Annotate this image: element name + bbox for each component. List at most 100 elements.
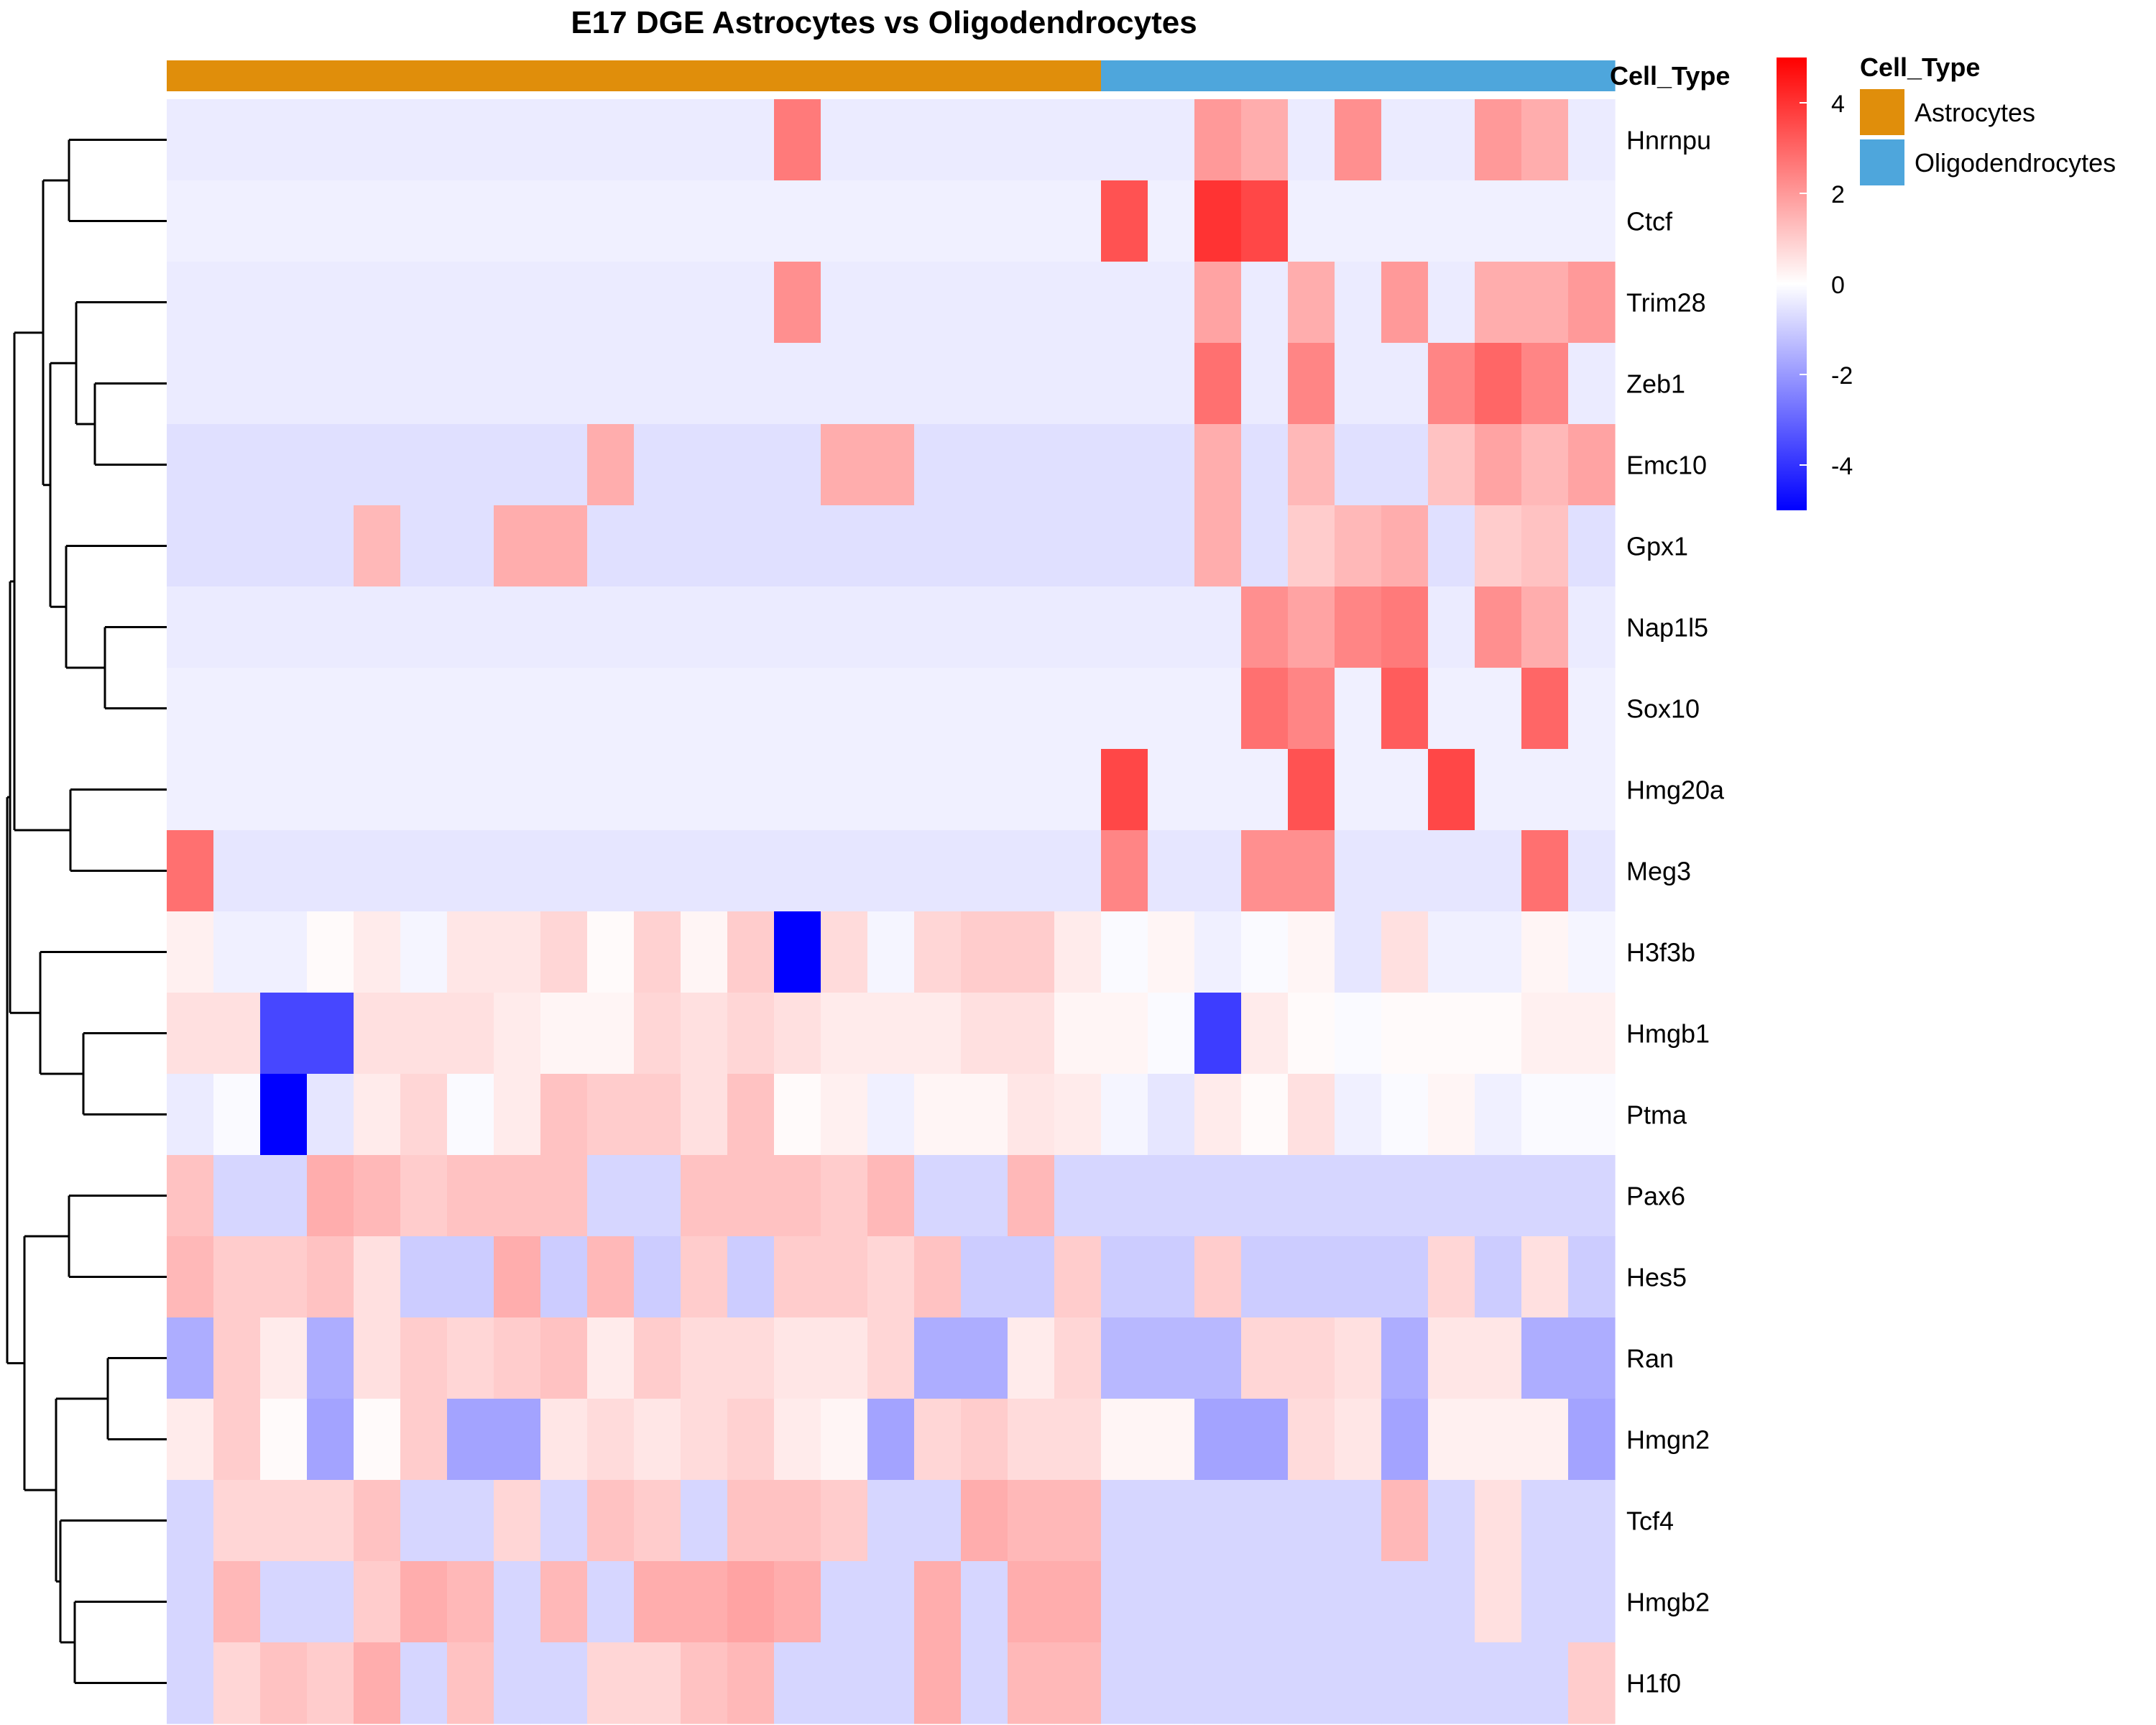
heatmap-cell [774, 1642, 821, 1724]
heatmap-cell [1054, 343, 1102, 425]
heatmap-cell [260, 424, 308, 506]
heatmap-cell [727, 1155, 775, 1237]
row-labels: Hnrnpu Ctcf Trim28 Zeb1 Emc10 Gpx1 Nap1l5 Sox10… [1626, 126, 1725, 1698]
heatmap-cell [260, 1561, 308, 1643]
heatmap-cell [961, 1480, 1008, 1562]
heatmap-cell [354, 830, 401, 912]
heatmap-cell [213, 911, 261, 993]
heatmap-cell [1194, 99, 1242, 181]
heatmap-cell [1521, 993, 1569, 1075]
heatmap-cell [167, 99, 214, 181]
heatmap-cell [1054, 1561, 1102, 1643]
heatmap-cell [354, 1642, 401, 1724]
heatmap-cell [1148, 586, 1195, 668]
heatmap-cell [1008, 830, 1055, 912]
row-label: Trim28 [1626, 288, 1706, 318]
heatmap-cell [727, 1642, 775, 1724]
heatmap-cell [354, 1236, 401, 1318]
heatmap-cell [540, 424, 588, 506]
heatmap-cell [1054, 993, 1102, 1075]
heatmap-cell [1428, 1155, 1475, 1237]
heatmap-cell [961, 99, 1008, 181]
heatmap-cell [961, 1074, 1008, 1156]
heatmap-cell [1568, 993, 1616, 1075]
heatmap-cell [961, 262, 1008, 344]
heatmap-cell [1428, 343, 1475, 425]
heatmap-cell [821, 424, 868, 506]
heatmap-cell [1288, 993, 1335, 1075]
heatmap-cell [540, 911, 588, 993]
color-scale-tick-label: 0 [1831, 272, 1845, 299]
heatmap-cell [1194, 1236, 1242, 1318]
heatmap-cell [1521, 180, 1569, 262]
heatmap-cell [213, 1642, 261, 1724]
color-scale-legend: 4 2 0 -2 -4 [1777, 58, 1853, 510]
heatmap-cell [1475, 343, 1522, 425]
heatmap-cell [1194, 180, 1242, 262]
heatmap-cell [1194, 586, 1242, 668]
heatmap-cell [1148, 1642, 1195, 1724]
heatmap-cell [167, 1074, 214, 1156]
heatmap-cell [681, 1480, 728, 1562]
heatmap-cell [961, 424, 1008, 506]
heatmap-cell [634, 262, 681, 344]
heatmap-cell [867, 1480, 915, 1562]
heatmap-cell [307, 1074, 354, 1156]
heatmap-cell [821, 99, 868, 181]
heatmap-cell [1568, 99, 1616, 181]
annotation-cell [1194, 60, 1242, 91]
heatmap-cell [914, 911, 962, 993]
heatmap-cell [1428, 993, 1475, 1075]
heatmap-cell [1381, 1399, 1429, 1481]
heatmap-cell [774, 262, 821, 344]
heatmap-cell [494, 993, 541, 1075]
heatmap-cell [1054, 1480, 1102, 1562]
heatmap-cell [774, 749, 821, 831]
heatmap-cell [1148, 1236, 1195, 1318]
heatmap-cell [914, 180, 962, 262]
heatmap-cell [213, 749, 261, 831]
heatmap-cell [447, 1642, 494, 1724]
heatmap-cell [727, 749, 775, 831]
heatmap-cell [1054, 1074, 1102, 1156]
heatmap-cell [354, 1480, 401, 1562]
heatmap-cell [587, 424, 635, 506]
heatmap-cell [307, 911, 354, 993]
heatmap-cell [307, 830, 354, 912]
heatmap-cell [1568, 1480, 1616, 1562]
row-label: Zeb1 [1626, 369, 1685, 399]
heatmap-cell [494, 262, 541, 344]
heatmap-cell [867, 343, 915, 425]
heatmap-cell [1335, 993, 1382, 1075]
heatmap-cell [1521, 668, 1569, 750]
heatmap-cell [1428, 1074, 1475, 1156]
heatmap-cell [681, 1155, 728, 1237]
legend-swatch [1860, 89, 1904, 135]
heatmap-cell [1381, 99, 1429, 181]
heatmap-cell [681, 1642, 728, 1724]
heatmap-cell [727, 505, 775, 587]
heatmap-cell [867, 1155, 915, 1237]
heatmap-cell [587, 343, 635, 425]
annotation-cell [867, 60, 915, 91]
row-dendrogram [6, 139, 167, 1684]
row-label: Hmgb1 [1626, 1019, 1710, 1049]
heatmap-cell [167, 343, 214, 425]
heatmap-cell [447, 1561, 494, 1643]
heatmap-cell [213, 1155, 261, 1237]
row-label: Ctcf [1626, 207, 1673, 236]
heatmap-cell [1054, 1399, 1102, 1481]
annotation-cell [1335, 60, 1382, 91]
heatmap-cell [540, 1399, 588, 1481]
heatmap-cell [867, 1074, 915, 1156]
heatmap-cell [1335, 1399, 1382, 1481]
heatmap-cell [1101, 1561, 1148, 1643]
heatmap-cell [1101, 911, 1148, 993]
heatmap-cell [540, 1561, 588, 1643]
heatmap-cell [1475, 1561, 1522, 1643]
heatmap-cell [774, 1399, 821, 1481]
heatmap-cell [1381, 424, 1429, 506]
heatmap-cell [774, 343, 821, 425]
heatmap-cell [1521, 1561, 1569, 1643]
